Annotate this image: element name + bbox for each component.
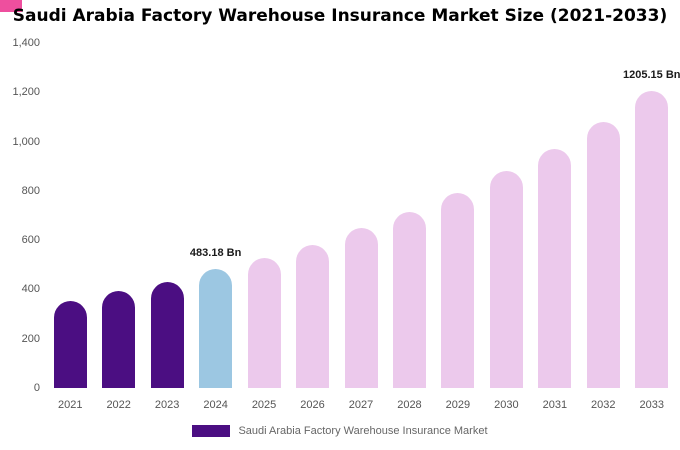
bar-2029[interactable] [441, 192, 475, 388]
y-tick-label: 1,000 [12, 135, 40, 148]
y-tick-label: 1,400 [12, 37, 40, 49]
bar-2025[interactable] [247, 258, 281, 388]
legend: Saudi Arabia Factory Warehouse Insurance… [0, 425, 680, 437]
y-tick-label: 1,200 [12, 86, 40, 99]
chart-title: Saudi Arabia Factory Warehouse Insurance… [12, 6, 668, 26]
x-tick-label: 2026 [300, 399, 325, 411]
y-tick-label: 800 [21, 184, 40, 197]
x-tick-label: 2025 [251, 399, 277, 411]
bar-value-label: 1205.15 Bn [623, 69, 680, 82]
bar-2027[interactable] [344, 228, 378, 388]
x-tick-label: 2027 [348, 399, 374, 411]
bar-2024[interactable] [199, 268, 233, 388]
x-tick-label: 2033 [639, 399, 664, 411]
legend-swatch [192, 425, 231, 437]
bar-2032[interactable] [586, 121, 620, 388]
bar-2030[interactable] [489, 171, 523, 388]
corner-accent [0, 0, 22, 12]
bar-value-label: 483.18 Bn [189, 246, 242, 259]
bar-2028[interactable] [392, 211, 426, 388]
bar-2021[interactable] [53, 300, 87, 388]
x-tick-label: 2024 [203, 399, 228, 411]
x-tick-label: 2031 [542, 399, 568, 411]
x-tick-label: 2022 [106, 399, 131, 411]
x-tick-label: 2029 [445, 399, 471, 411]
x-tick-label: 2030 [494, 399, 519, 411]
legend-label: Saudi Arabia Factory Warehouse Insurance… [238, 425, 488, 437]
bar-2033[interactable] [635, 91, 669, 388]
x-tick-label: 2028 [397, 399, 422, 411]
bar-2023[interactable] [150, 282, 184, 388]
x-tick-label: 2032 [591, 399, 616, 411]
y-tick-label: 0 [33, 382, 40, 394]
bar-2031[interactable] [538, 148, 572, 388]
y-tick-label: 600 [21, 234, 40, 247]
x-tick-label: 2021 [57, 399, 83, 411]
bar-2022[interactable] [102, 291, 136, 388]
y-tick-label: 200 [21, 332, 40, 345]
y-tick-label: 400 [21, 283, 40, 296]
x-tick-label: 2023 [154, 399, 180, 411]
bar-2026[interactable] [296, 245, 330, 388]
